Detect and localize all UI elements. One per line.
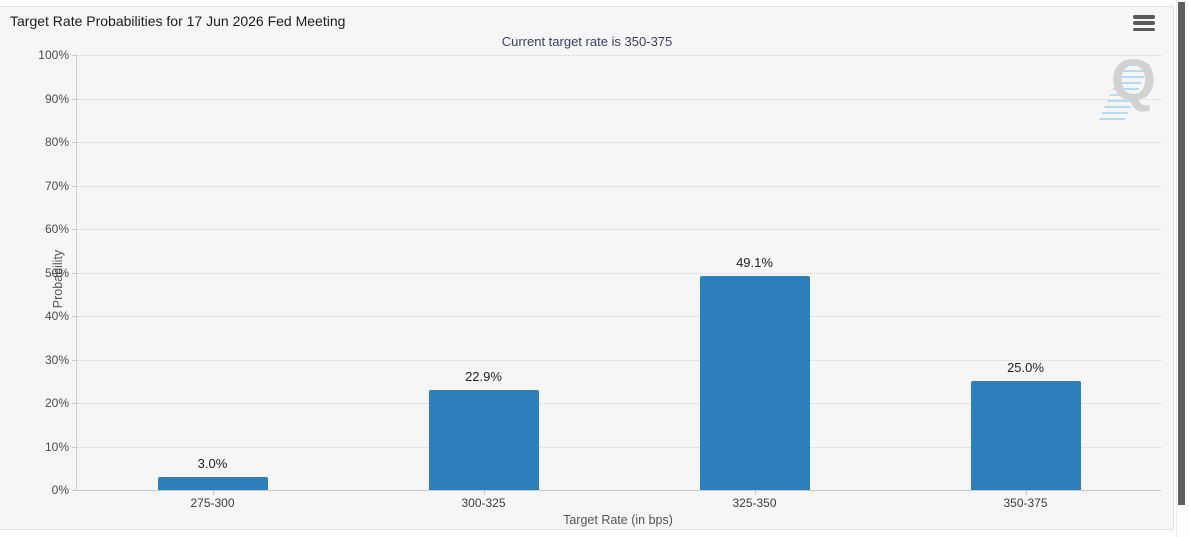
y-tick-label: 30%	[44, 352, 69, 367]
y-tick-label: 90%	[44, 91, 69, 106]
hamburger-bar	[1133, 21, 1155, 25]
y-tick-mark	[72, 316, 77, 317]
gridline-40	[77, 316, 1161, 317]
y-tick-mark	[72, 142, 77, 143]
gridline-90	[77, 98, 1161, 100]
x-tick-label: 275-300	[190, 496, 235, 510]
y-tick-label: 80%	[44, 135, 69, 149]
y-tick-label: 0%	[51, 483, 69, 497]
bar-chart-plot-area: 0% 10% 20% 30% 40% 50% 60% 70% 80% 90% 100% 3.0% 275…	[38, 49, 1161, 510]
gridline-10	[77, 446, 1161, 448]
chart-subtitle: Current target rate is 350-375	[501, 34, 673, 49]
y-tick-mark	[72, 272, 77, 274]
y-tick-label: 60%	[44, 222, 69, 236]
hamburger-bar	[1133, 15, 1155, 19]
y-tick-label: 10%	[44, 439, 69, 454]
x-tick-mark	[212, 490, 214, 495]
gridline-30	[77, 359, 1161, 361]
y-tick-mark	[72, 403, 77, 404]
x-tick-mark	[754, 490, 756, 495]
y-tick-mark	[72, 185, 77, 187]
y-tick-mark	[72, 490, 77, 491]
y-tick-label: 40%	[44, 309, 69, 323]
bar-value-label: 22.9%	[465, 369, 502, 385]
hamburger-bar	[1133, 27, 1155, 31]
x-tick-mark	[1025, 490, 1027, 495]
y-tick-label: 20%	[44, 396, 69, 410]
chart-panel: Target Rate Probabilities for 17 Jun 202…	[0, 6, 1174, 530]
vertical-scrollbar-track[interactable]	[1176, 0, 1189, 537]
bar-value-label: 25.0%	[1007, 360, 1044, 376]
y-tick-mark	[72, 446, 77, 448]
y-tick-label: 50%	[44, 265, 69, 280]
x-axis-title: Target Rate (in bps)	[563, 513, 673, 527]
y-tick-mark	[72, 229, 77, 230]
x-tick-mark	[483, 490, 485, 495]
gridline-80	[77, 142, 1161, 143]
vertical-scrollbar-thumb[interactable]	[1178, 2, 1185, 505]
gridline-100	[77, 55, 1161, 56]
x-tick-label: 300-325	[461, 496, 506, 510]
y-tick-label: 100%	[38, 48, 69, 62]
bar-275-300	[157, 476, 268, 490]
gridline-50	[77, 272, 1161, 274]
bar-350-375	[970, 381, 1081, 490]
gridline-20	[77, 403, 1161, 404]
x-tick-label: 325-350	[732, 496, 777, 510]
hamburger-menu-icon[interactable]	[1133, 15, 1155, 31]
y-tick-label: 70%	[44, 178, 69, 193]
bar-300-325	[428, 390, 539, 490]
page-title: Target Rate Probabilities for 17 Jun 202…	[10, 13, 346, 29]
y-tick-mark	[72, 98, 77, 100]
gridline-60	[77, 229, 1161, 230]
x-tick-label: 350-375	[1003, 496, 1048, 510]
bar-value-label: 49.1%	[736, 255, 773, 271]
gridline-70	[77, 185, 1161, 187]
bar-value-label: 3.0%	[197, 455, 228, 471]
bar-325-350	[699, 276, 810, 490]
y-tick-mark	[72, 55, 77, 56]
y-tick-mark	[72, 359, 77, 361]
